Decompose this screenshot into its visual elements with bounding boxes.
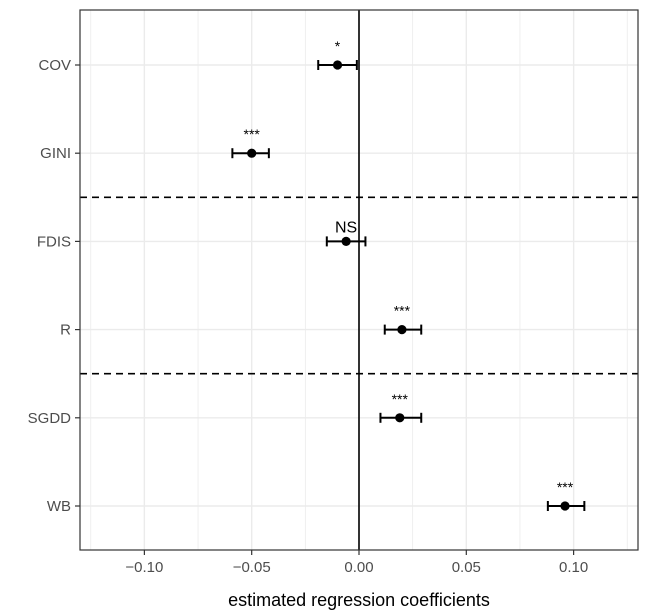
- x-axis-title: estimated regression coefficients: [228, 590, 490, 610]
- x-tick-label: 0.05: [452, 559, 481, 576]
- data-point: [341, 236, 351, 246]
- y-tick-label: SGDD: [28, 410, 72, 427]
- y-tick-label: WB: [47, 498, 71, 515]
- significance-label: ***: [394, 303, 411, 319]
- x-tick-label: −0.05: [233, 559, 271, 576]
- data-point: [395, 413, 405, 423]
- significance-label: NS: [335, 219, 357, 236]
- y-tick-label: FDIS: [37, 233, 71, 250]
- y-tick-label: COV: [38, 57, 71, 74]
- data-point: [247, 148, 257, 158]
- y-tick-label: R: [60, 322, 71, 339]
- data-point: [397, 325, 407, 335]
- data-point: [560, 501, 570, 511]
- y-tick-label: GINI: [40, 145, 71, 162]
- x-tick-label: −0.10: [125, 559, 163, 576]
- significance-label: ***: [557, 479, 574, 495]
- x-tick-label: 0.00: [344, 559, 373, 576]
- data-point: [332, 60, 343, 70]
- x-tick-label: 0.10: [559, 559, 588, 576]
- significance-label: ***: [244, 126, 261, 142]
- significance-label: ***: [392, 391, 409, 407]
- tick-layer: COV GINI FDIS R SGDD WB −0.10 −0.05 0.00 0.05 0.10: [28, 57, 589, 576]
- significance-label: *: [335, 38, 341, 54]
- data-layer: ****NS*********: [231, 38, 586, 511]
